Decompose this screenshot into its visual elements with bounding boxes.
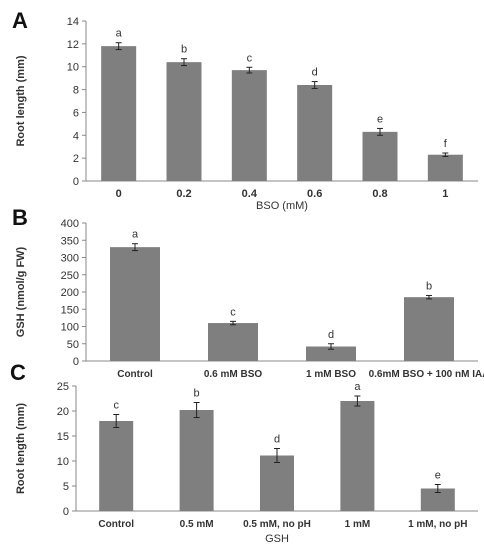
significance-letter: c bbox=[230, 306, 236, 318]
x-tick-label: 0.4 bbox=[242, 188, 258, 200]
significance-letter: e bbox=[435, 470, 441, 482]
y-tick-label: 4 bbox=[73, 130, 79, 142]
x-axis-title: GSH bbox=[265, 533, 289, 545]
y-tick-label: 25 bbox=[57, 381, 69, 393]
y-tick-label: 250 bbox=[61, 270, 79, 282]
y-axis-title: Root length (mm) bbox=[15, 55, 27, 146]
bar bbox=[404, 297, 454, 361]
y-tick-label: 8 bbox=[73, 85, 79, 97]
x-tick-label: 0.6mM BSO + 100 nM IAA bbox=[369, 369, 484, 380]
significance-letter: c bbox=[247, 52, 253, 64]
bar bbox=[420, 488, 455, 511]
x-tick-label: 0.8 bbox=[372, 188, 387, 200]
y-tick-label: 14 bbox=[67, 16, 79, 28]
panel-c: C 0 5 10 15 20 25 Root length (mm) c Control b 0.5 … bbox=[10, 360, 478, 545]
significance-letter: c bbox=[113, 400, 119, 412]
y-tick-label: 0 bbox=[73, 176, 79, 188]
x-tick-label: 1 mM bbox=[345, 519, 371, 530]
panel-b: B 0 50 100 150 200 250 300 350 400 GSH (nmol/g FW)… bbox=[12, 205, 484, 380]
x-tick-label: 0.6 mM BSO bbox=[204, 369, 263, 380]
y-tick-label: 15 bbox=[57, 431, 69, 443]
significance-letter: a bbox=[354, 381, 361, 393]
bar bbox=[101, 46, 137, 182]
bar bbox=[340, 401, 375, 511]
y-tick-label: 10 bbox=[67, 62, 79, 74]
bar bbox=[231, 70, 267, 181]
x-tick-label: 1 mM BSO bbox=[306, 369, 356, 380]
panel-letter: B bbox=[12, 205, 28, 230]
x-tick-label: Control bbox=[98, 519, 134, 530]
y-tick-label: 6 bbox=[73, 107, 79, 119]
y-tick-label: 150 bbox=[61, 304, 79, 316]
y-tick-label: 400 bbox=[61, 218, 79, 230]
significance-letter: e bbox=[377, 113, 383, 125]
significance-letter: f bbox=[444, 138, 448, 150]
y-tick-label: 0 bbox=[73, 356, 79, 368]
y-tick-label: 20 bbox=[57, 406, 69, 418]
x-tick-label: 1 bbox=[442, 188, 448, 200]
significance-letter: d bbox=[274, 434, 280, 446]
significance-letter: a bbox=[116, 28, 123, 40]
bar bbox=[99, 421, 134, 511]
x-tick-label: Control bbox=[117, 369, 153, 380]
x-tick-label: 0 bbox=[116, 188, 122, 200]
y-tick-label: 0 bbox=[63, 506, 69, 518]
y-tick-label: 100 bbox=[61, 322, 79, 334]
panel-letter: A bbox=[12, 8, 28, 33]
y-tick-label: 5 bbox=[63, 481, 69, 493]
significance-letter: d bbox=[312, 67, 318, 79]
x-tick-label: 0.2 bbox=[176, 188, 191, 200]
y-tick-label: 50 bbox=[67, 339, 79, 351]
x-tick-label: 0.5 mM bbox=[180, 519, 214, 530]
x-tick-label: 0.5 mM, no pH bbox=[243, 519, 311, 530]
bar bbox=[166, 62, 202, 182]
bar bbox=[306, 346, 356, 361]
y-axis-title: Root length (mm) bbox=[15, 403, 27, 494]
significance-letter: a bbox=[132, 229, 139, 241]
y-tick-label: 300 bbox=[61, 253, 79, 265]
bar bbox=[260, 455, 294, 511]
y-tick-label: 12 bbox=[67, 39, 79, 51]
y-tick-label: 10 bbox=[57, 456, 69, 468]
y-tick-label: 350 bbox=[61, 235, 79, 247]
bar bbox=[110, 247, 160, 361]
bar bbox=[208, 323, 258, 361]
significance-letter: b bbox=[426, 280, 432, 292]
y-tick-label: 200 bbox=[61, 287, 79, 299]
bar bbox=[427, 154, 463, 181]
panel-a: A 0 2 4 6 8 10 12 14 Root length (mm) a 0 b 0.2 c 0.4 d 0… bbox=[12, 8, 478, 212]
x-axis-title: BSO (mM) bbox=[256, 200, 308, 212]
significance-letter: b bbox=[194, 388, 200, 400]
significance-letter: b bbox=[181, 44, 187, 56]
x-tick-label: 0.6 bbox=[307, 188, 322, 200]
panel-letter: C bbox=[10, 360, 26, 385]
bar bbox=[362, 131, 398, 181]
bar bbox=[179, 410, 214, 511]
x-tick-label: 1 mM, no pH bbox=[408, 519, 467, 530]
y-axis-title: GSH (nmol/g FW) bbox=[15, 246, 27, 337]
bar bbox=[297, 85, 333, 181]
significance-letter: d bbox=[328, 329, 334, 341]
y-tick-label: 2 bbox=[73, 153, 79, 165]
